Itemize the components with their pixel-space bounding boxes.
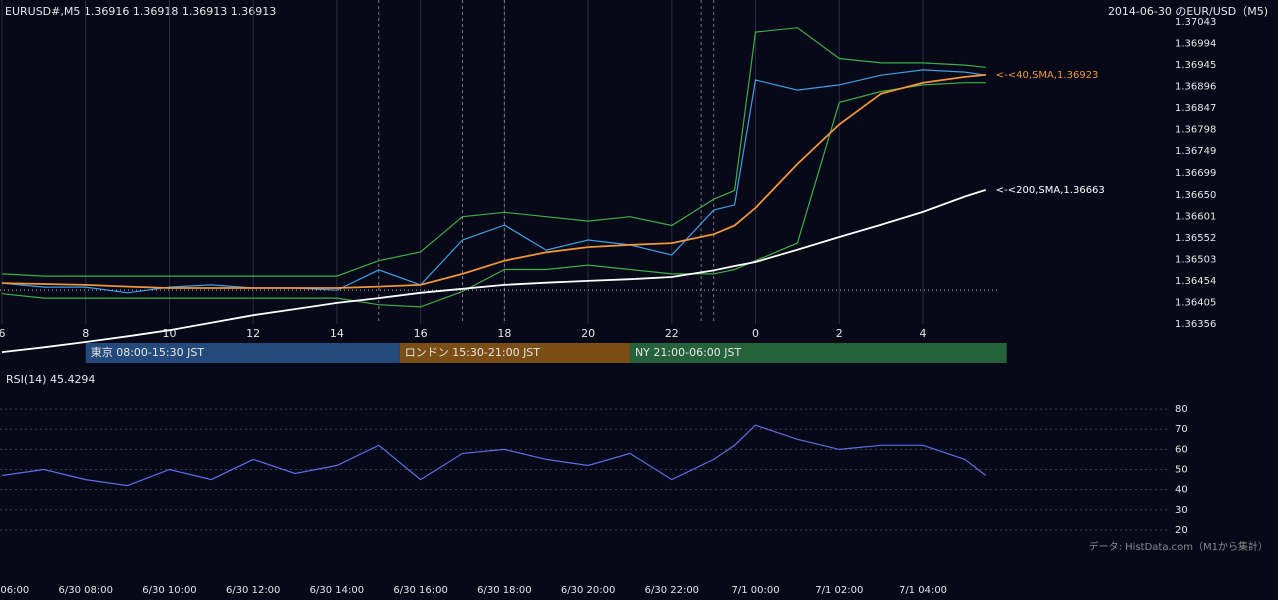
y-tick-label: 1.36405	[1175, 297, 1216, 308]
session-bar	[85, 343, 400, 363]
x-tick-label: 7/1 04:00	[899, 585, 947, 596]
y-tick-label: 1.36552	[1175, 233, 1216, 244]
y-tick-label: 1.36994	[1175, 39, 1216, 50]
x-tick-label: 6/30 10:00	[142, 585, 196, 596]
y-tick-label: 1.36798	[1175, 125, 1216, 136]
x-tick-label: 18	[497, 327, 511, 340]
y-tick-label: 1.36896	[1175, 82, 1216, 93]
x-tick-label: 4	[920, 327, 927, 340]
y-tick-label: 60	[1175, 444, 1188, 455]
x-tick-label: 6/30 16:00	[393, 585, 447, 596]
x-tick-label: 6	[0, 327, 6, 340]
series-line	[1, 73, 986, 289]
x-tick-label: 12	[246, 327, 260, 340]
session-bar	[399, 343, 630, 363]
y-tick-label: 1.36699	[1175, 168, 1216, 179]
x-tick-label: 7/1 02:00	[815, 585, 863, 596]
y-tick-label: 70	[1175, 424, 1188, 435]
x-tick-label: 6/30 06:00	[0, 585, 29, 596]
series-annotation: <-<200,SMA,1.36663	[996, 185, 1105, 196]
x-tick-label: 22	[665, 327, 679, 340]
x-tick-label: 6/30 18:00	[477, 585, 531, 596]
x-tick-label: 16	[414, 327, 428, 340]
y-tick-label: 1.37043	[1175, 17, 1216, 28]
x-tick-label: 0	[752, 327, 759, 340]
y-tick-label: 1.36503	[1175, 254, 1216, 265]
source-note: データ: HistData.com（M1から集計）	[1089, 540, 1268, 553]
x-tick-label: 6/30 22:00	[645, 585, 699, 596]
chart-title: EURUSD#,M5 1.36916 1.36918 1.36913 1.369…	[5, 5, 276, 18]
chart-subtitle: 2014-06-30 のEUR/USD（M5)	[1108, 5, 1268, 18]
series-line	[1, 27, 986, 277]
x-tick-label: 14	[330, 327, 344, 340]
session-label: 東京 08:00-15:30 JST	[91, 345, 205, 359]
y-tick-label: 1.36749	[1175, 146, 1216, 157]
session-label: NY 21:00-06:00 JST	[635, 346, 742, 359]
x-tick-label: 6/30 12:00	[226, 585, 280, 596]
y-tick-label: 1.36945	[1175, 60, 1216, 71]
series-line	[1, 424, 987, 487]
rsi-title: RSI(14) 45.4294	[6, 373, 95, 386]
x-tick-label: 6/30 14:00	[310, 585, 364, 596]
session-label: ロンドン 15:30-21:00 JST	[405, 346, 541, 359]
x-tick-label: 6/30 20:00	[561, 585, 615, 596]
y-tick-label: 50	[1175, 465, 1188, 476]
x-tick-label: 20	[581, 327, 595, 340]
x-tick-label: 6/30 08:00	[59, 585, 113, 596]
y-tick-label: 30	[1175, 505, 1188, 516]
series-annotation: <-<40,SMA,1.36923	[996, 70, 1099, 81]
y-tick-label: 1.36601	[1175, 211, 1216, 222]
y-tick-label: 80	[1175, 404, 1188, 415]
y-tick-label: 1.36650	[1175, 190, 1216, 201]
x-tick-label: 8	[82, 327, 89, 340]
y-tick-label: 1.36847	[1175, 103, 1216, 114]
y-tick-label: 20	[1175, 525, 1188, 536]
series-line	[1, 82, 986, 308]
session-bar	[629, 343, 1007, 363]
x-tick-label: 7/1 00:00	[732, 585, 780, 596]
series-line	[1, 69, 986, 294]
x-tick-label: 2	[836, 327, 843, 340]
series-line	[1, 189, 987, 353]
y-tick-label: 1.36356	[1175, 319, 1216, 330]
y-tick-label: 40	[1175, 485, 1188, 496]
y-tick-label: 1.36454	[1175, 276, 1216, 287]
